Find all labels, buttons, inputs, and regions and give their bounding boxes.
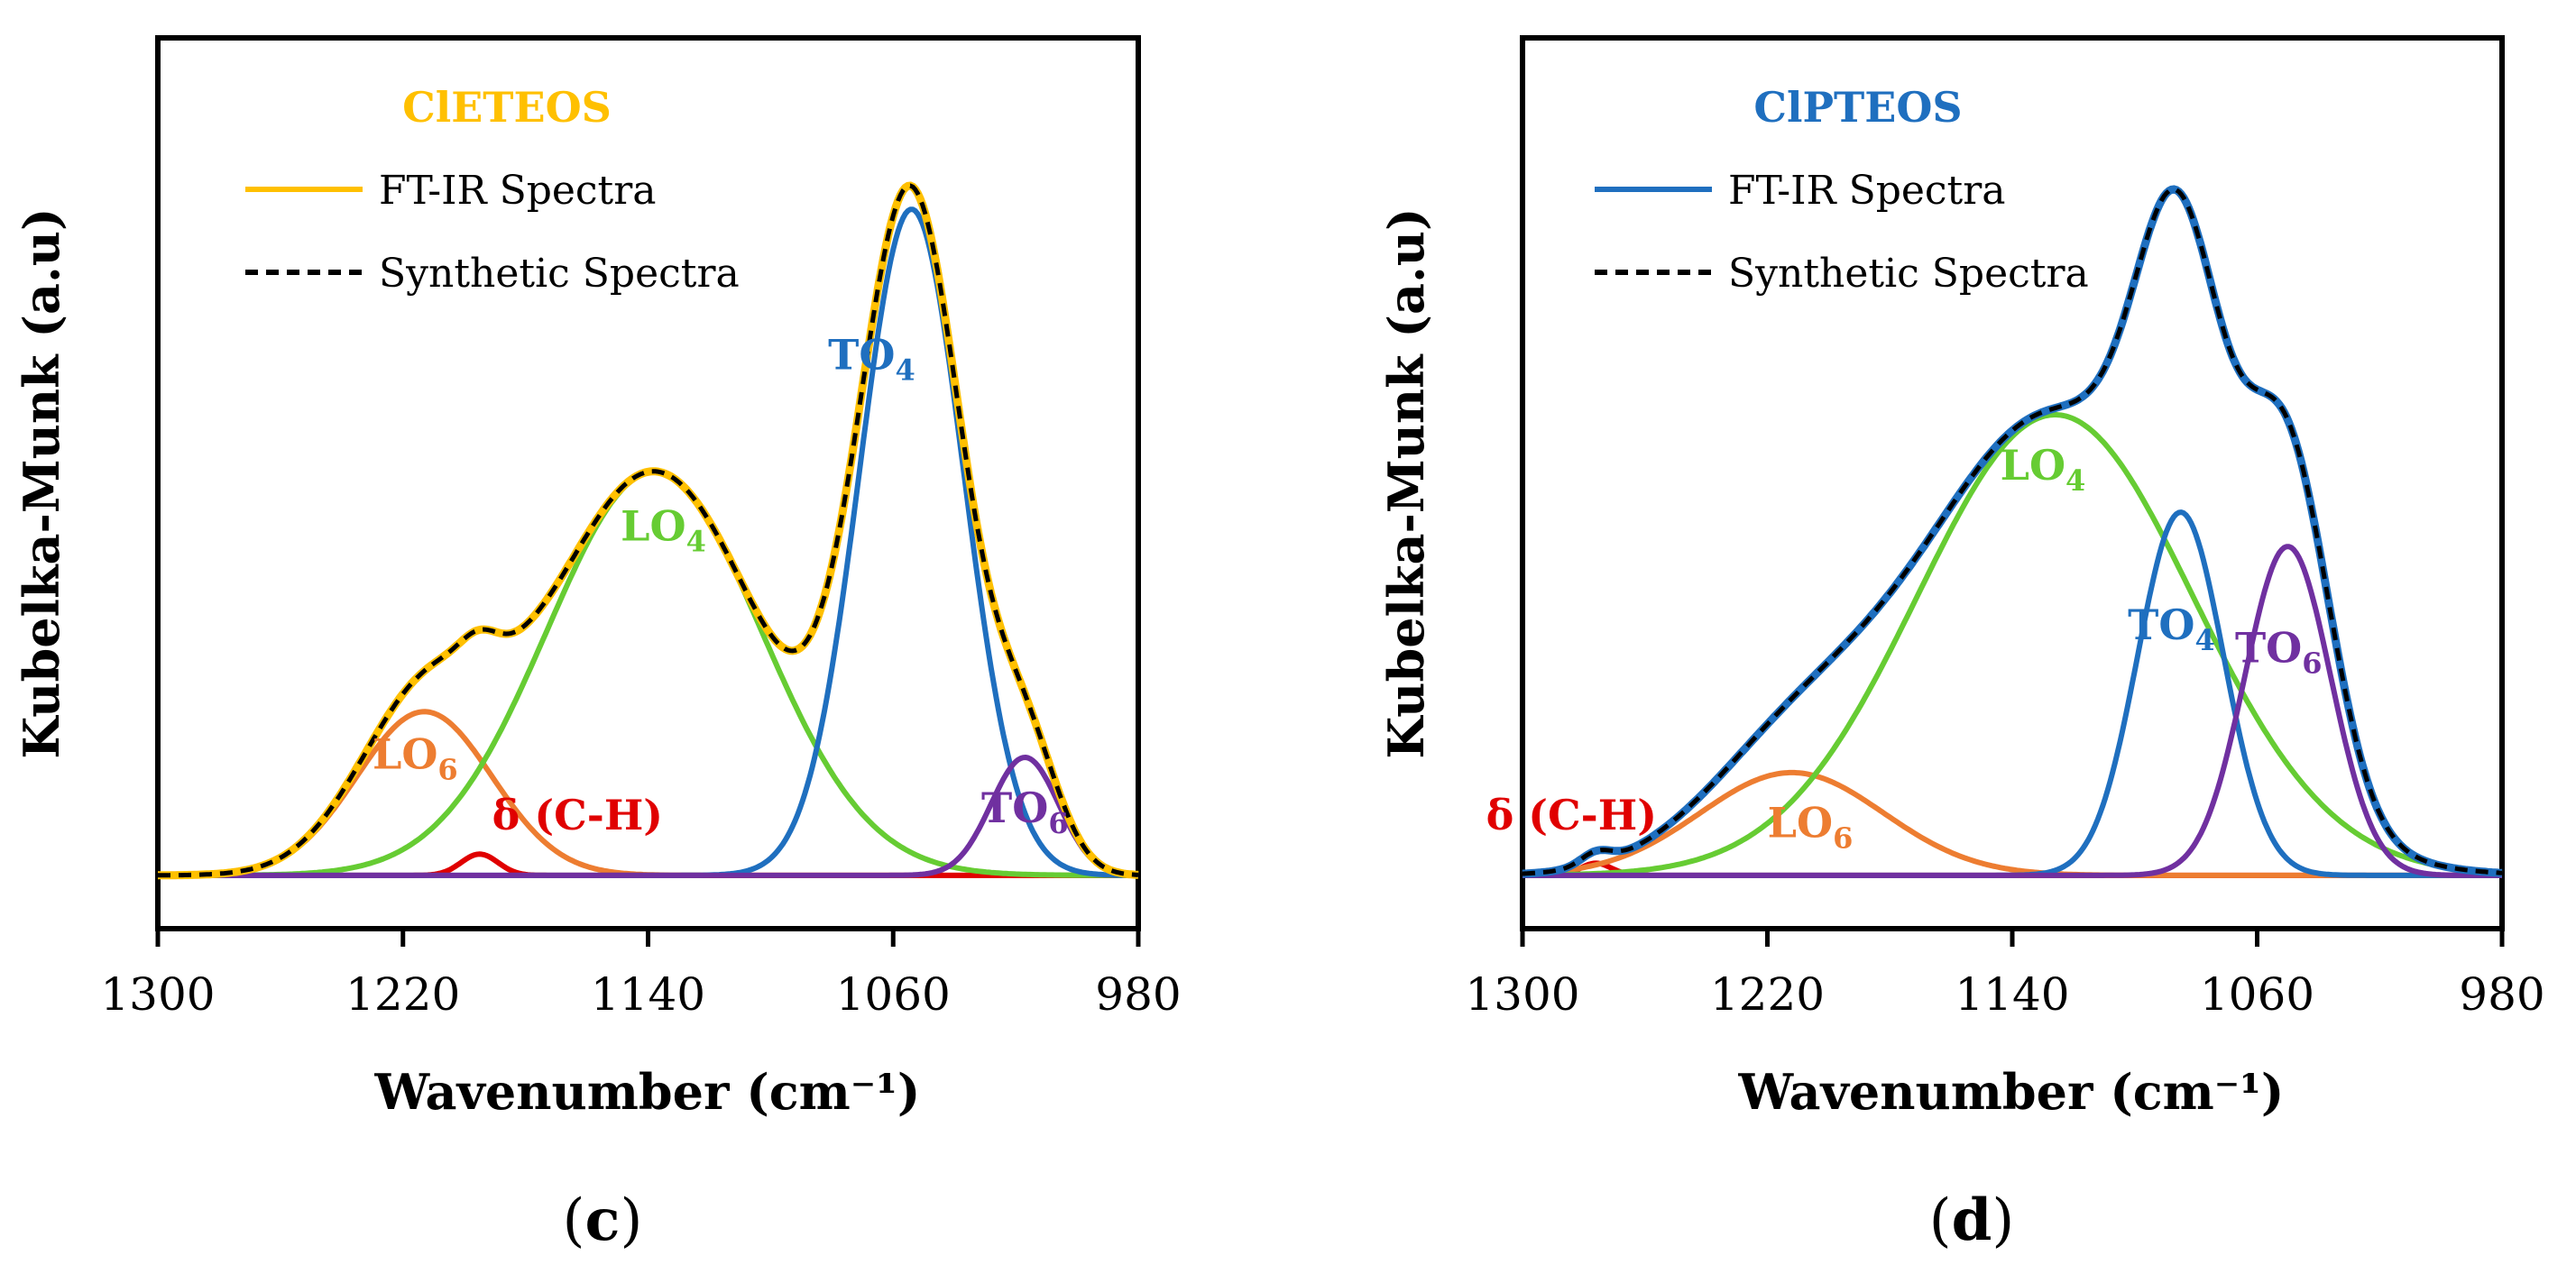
x-tick-label: 1140 xyxy=(591,968,705,1021)
peak-label-subscript: 6 xyxy=(1833,821,1853,856)
peak-label-main: LO xyxy=(1768,799,1833,848)
peak-label: TO6 xyxy=(981,784,1069,840)
peak-label-subscript: 6 xyxy=(437,753,457,787)
peak-label-main: LO xyxy=(373,730,437,779)
peak-label-subscript: 4 xyxy=(686,524,706,558)
legend-label: Synthetic Spectra xyxy=(379,251,740,297)
x-axis-label: Wavenumber (cm⁻¹) xyxy=(1738,1063,2285,1121)
peak-label-main: TO xyxy=(2128,600,2194,649)
component-curve-to6-4 xyxy=(157,755,1139,878)
peak-label: δ (C-H) xyxy=(1486,791,1657,839)
legend-label: Synthetic Spectra xyxy=(1728,251,2089,297)
x-tick-label: 980 xyxy=(2459,968,2544,1021)
x-tick-label: 1060 xyxy=(836,968,951,1021)
peak-label: LO6 xyxy=(1768,799,1854,856)
legend-label: FT-IR Spectra xyxy=(1728,168,2006,214)
peak-label-main: δ (C-H) xyxy=(492,791,663,839)
peak-label-subscript: 4 xyxy=(895,353,915,387)
legend-label: FT-IR Spectra xyxy=(379,168,657,214)
x-tick-label: 1300 xyxy=(100,968,215,1021)
peak-label: δ (C-H) xyxy=(492,791,663,839)
x-tick-label: 1220 xyxy=(1710,968,1825,1021)
panel-label: (d) xyxy=(1929,1187,2015,1254)
peak-label-main: LO xyxy=(2001,441,2065,490)
peak-label-subscript: 6 xyxy=(1048,806,1068,840)
component-curve-lo4-2 xyxy=(1522,412,2503,878)
chart-panel-c: 1300 1220 1140 1060 980 Wavenumber (cm⁻¹) Kube… xyxy=(13,35,1182,1254)
peak-label-subscript: 4 xyxy=(2194,623,2214,657)
peak-label-main: δ (C-H) xyxy=(1486,791,1657,839)
panel-label-letter: d xyxy=(1952,1187,1992,1254)
peak-label-subscript: 6 xyxy=(2302,646,2322,680)
component-curve-to6-4 xyxy=(1522,544,2503,878)
y-axis-label: Kubelka-Munk (a.u) xyxy=(1377,207,1435,758)
chart-panel-d: 1300 1220 1140 1060 980 Wavenumber (cm⁻¹) Kube… xyxy=(1377,35,2545,1254)
panel-label-open: ( xyxy=(563,1187,585,1254)
peak-label-main: TO xyxy=(828,330,895,379)
y-axis-label: Kubelka-Munk (a.u) xyxy=(13,207,70,758)
sample-title: ClPTEOS xyxy=(1753,83,1962,132)
panel-label: (c) xyxy=(563,1187,643,1254)
peak-label: TO4 xyxy=(828,330,915,387)
panel-label-open: ( xyxy=(1929,1187,1952,1254)
peak-label: LO6 xyxy=(373,730,458,787)
peak-label-main: TO xyxy=(2235,623,2302,672)
sample-title: ClETEOS xyxy=(402,83,612,132)
peak-label-main: LO xyxy=(621,501,685,550)
x-tick-label: 1220 xyxy=(345,968,460,1021)
peak-label: LO4 xyxy=(621,501,706,558)
panel-label-letter: c xyxy=(585,1187,621,1254)
panel-label-close: ) xyxy=(1992,1187,2014,1254)
peak-label: TO6 xyxy=(2235,623,2323,680)
peak-label: TO4 xyxy=(2128,600,2215,657)
peak-label: LO4 xyxy=(2001,441,2086,498)
panel-label-close: ) xyxy=(620,1187,642,1254)
synthetic-spectrum-line xyxy=(1522,187,2503,876)
x-tick-label: 980 xyxy=(1095,968,1181,1021)
x-tick-label: 1140 xyxy=(1955,968,2069,1021)
peak-label-subscript: 4 xyxy=(2065,463,2085,498)
x-tick-label: 1300 xyxy=(1465,968,1579,1021)
peak-label-main: TO xyxy=(981,784,1048,832)
x-axis-label: Wavenumber (cm⁻¹) xyxy=(374,1063,921,1121)
synthetic-spectrum-line xyxy=(158,183,1139,878)
x-tick-label: 1060 xyxy=(2200,968,2314,1021)
